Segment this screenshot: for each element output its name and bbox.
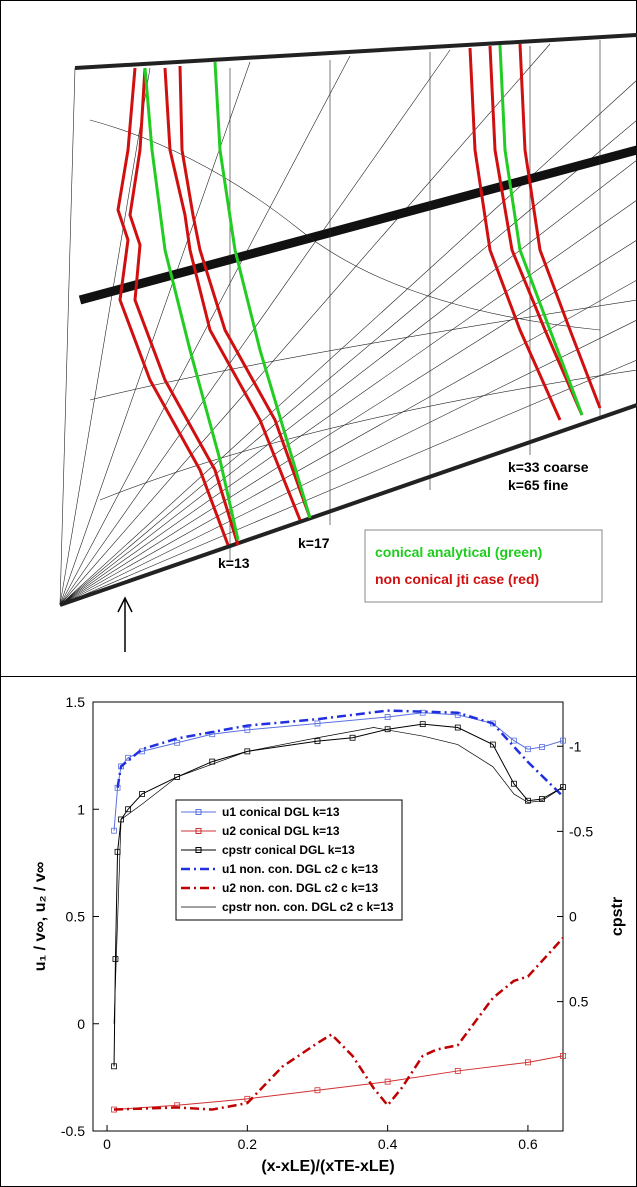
marker xyxy=(125,754,131,761)
x-tick-label: 0 xyxy=(103,1136,111,1152)
marker xyxy=(560,784,566,791)
marker xyxy=(244,748,251,755)
y-tick-label: -0.5 xyxy=(61,1123,85,1139)
series-line xyxy=(114,1055,564,1111)
mesh xyxy=(59,33,637,607)
marker xyxy=(384,1078,391,1085)
marker xyxy=(112,956,119,962)
annotation: k=33 coarse xyxy=(508,459,589,475)
legend-marker xyxy=(195,847,202,853)
annotation: k=13 xyxy=(218,555,250,571)
legend-marker xyxy=(195,809,202,815)
marker xyxy=(539,744,545,750)
legend-label: u1 non. con. DGL c2 c k=13 xyxy=(222,862,378,876)
series-line xyxy=(116,709,564,798)
arrow xyxy=(117,596,133,652)
panel-border xyxy=(0,676,637,1187)
series-line xyxy=(114,937,564,1111)
marker xyxy=(384,714,391,720)
marker xyxy=(489,741,496,748)
x-axis-label: (x-xLE)/(xTE-xLE) xyxy=(261,1158,394,1175)
marker xyxy=(314,720,321,727)
marker xyxy=(139,791,146,797)
curves xyxy=(116,43,602,546)
legend-marker xyxy=(195,828,202,834)
marker xyxy=(419,721,426,728)
marker xyxy=(314,738,321,745)
legend-label: cpstr non. con. DGL c2 c k=13 xyxy=(222,900,394,914)
y-tick-label: 1.5 xyxy=(66,694,86,710)
marker xyxy=(174,774,181,780)
marker xyxy=(244,726,251,733)
legend-label: u2 conical DGL k=13 xyxy=(222,824,340,838)
chart: 0 0.2 0.4 0.6 -0.5 0 0.5 1 1.5 -1 -0.5 0 0.5 (x-xLE)/… xyxy=(0,676,637,1187)
marker xyxy=(560,1053,566,1059)
y-axis-label: u₁ / v∞, u₂ / v∞ xyxy=(32,862,49,971)
legend-text: conical analytical (green) xyxy=(375,544,542,560)
marker xyxy=(349,734,356,741)
y2-tick-label: -0.5 xyxy=(569,823,593,839)
marker xyxy=(510,737,517,744)
y-tick-label: 0 xyxy=(77,1016,85,1032)
legend-label: u1 conical DGL k=13 xyxy=(222,805,340,819)
marker xyxy=(560,737,566,744)
legend: u1 conical DGL k=13 u2 conical DGL k=13 cp… xyxy=(175,799,403,921)
x-tick-label: 0.4 xyxy=(378,1136,398,1152)
y2-tick-label: 0.5 xyxy=(569,994,589,1010)
marker xyxy=(111,1063,117,1070)
legend-box xyxy=(364,529,603,603)
y-tick-label: 0.5 xyxy=(66,909,86,925)
marker xyxy=(174,739,181,746)
marker xyxy=(525,1059,531,1066)
y2-tick-label: 0 xyxy=(569,909,577,925)
marker xyxy=(111,827,117,834)
marker xyxy=(525,746,531,753)
legend-label: u2 non. con. DGL c2 c k=13 xyxy=(222,881,378,895)
marker xyxy=(454,1068,461,1074)
legend-box xyxy=(175,799,403,921)
annotation: k=17 xyxy=(298,535,330,551)
marker xyxy=(314,1087,321,1094)
series-line xyxy=(113,727,564,1024)
marker xyxy=(125,806,131,813)
legend-text: non conical jti case (red) xyxy=(375,571,539,587)
annotation: k=65 fine xyxy=(508,477,569,493)
x-tick-label: 0.2 xyxy=(238,1136,258,1152)
streamline-panel: k=33 coarse k=65 fine k=13 k=17 conical … xyxy=(0,0,637,677)
marker xyxy=(454,724,461,731)
marker xyxy=(510,780,517,787)
legend-label: cpstr conical DGL k=13 xyxy=(222,843,355,857)
y2-tick-label: -1 xyxy=(569,738,582,754)
y-tick-label: 1 xyxy=(77,801,85,817)
y2-axis-label: cpstr xyxy=(609,897,626,936)
x-tick-label: 0.6 xyxy=(518,1136,538,1152)
